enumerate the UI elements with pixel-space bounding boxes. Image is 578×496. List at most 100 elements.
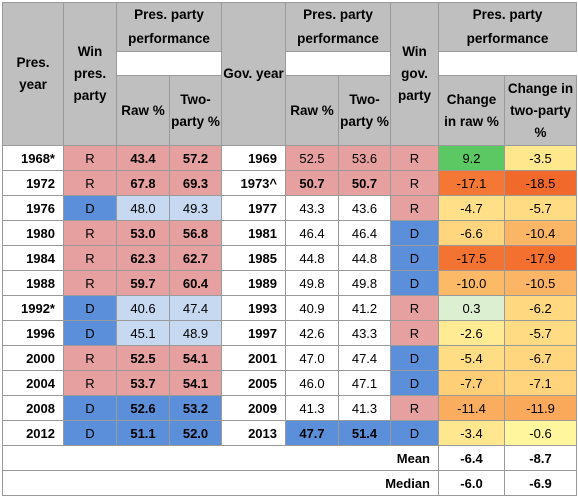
- pres-raw-cell: 40.6: [116, 295, 170, 321]
- gov-two-party-cell: 50.7: [338, 170, 391, 196]
- pres-raw-cell: 62.3: [116, 245, 170, 271]
- pres-year-cell: 1976: [2, 195, 64, 221]
- table-row: 2008 D 52.6 53.2 2009 41.3 41.3 R -11.4 -11.9: [2, 395, 577, 421]
- change-raw-cell: -5.4: [438, 345, 505, 371]
- change-raw-cell: -17.5: [438, 245, 505, 271]
- pres-two-party-cell: 52.0: [169, 420, 222, 446]
- gov-win-cell: R: [390, 320, 439, 346]
- pres-two-party-cell: 56.8: [169, 220, 222, 246]
- change-two-party-cell: -6.2: [504, 295, 577, 321]
- header-change-two-party: Change in two-party %: [504, 75, 577, 146]
- gov-win-cell: R: [390, 170, 439, 196]
- pres-two-party-cell: 62.7: [169, 245, 222, 271]
- change-two-party-cell: -6.7: [504, 345, 577, 371]
- gov-raw-cell: 50.7: [285, 170, 339, 196]
- gov-raw-cell: 47.0: [285, 345, 339, 371]
- pres-win-cell: D: [63, 195, 117, 221]
- pres-year-cell: 1988: [2, 270, 64, 296]
- pres-win-cell: R: [63, 145, 117, 171]
- pres-win-cell: R: [63, 220, 117, 246]
- gov-raw-cell: 47.7: [285, 420, 339, 446]
- gov-win-cell: R: [390, 195, 439, 221]
- gov-two-party-cell: 46.4: [338, 220, 391, 246]
- pres-raw-cell: 67.8: [116, 170, 170, 196]
- pres-year-cell: 1996: [2, 320, 64, 346]
- gov-win-cell: R: [390, 295, 439, 321]
- gov-year-cell: 1981: [221, 220, 286, 246]
- pres-two-party-cell: 54.1: [169, 345, 222, 371]
- summary-change-two-party: -8.7: [504, 445, 577, 471]
- pres-year-cell: 1984: [2, 245, 64, 271]
- gov-win-cell: R: [390, 395, 439, 421]
- gov-win-cell: D: [390, 270, 439, 296]
- pres-two-party-cell: 54.1: [169, 370, 222, 396]
- gov-year-cell: 1977: [221, 195, 286, 221]
- gov-two-party-cell: 41.3: [338, 395, 391, 421]
- header-pres-two-party: Two-party %: [169, 75, 222, 146]
- pres-win-cell: R: [63, 170, 117, 196]
- gov-two-party-cell: 43.6: [338, 195, 391, 221]
- pres-raw-cell: 48.0: [116, 195, 170, 221]
- gov-raw-cell: 41.3: [285, 395, 339, 421]
- pres-raw-cell: 53.0: [116, 220, 170, 246]
- change-two-party-cell: -7.1: [504, 370, 577, 396]
- summary-row: Mean -6.4 -8.7: [2, 445, 577, 471]
- header-pres-party-performance-change: Pres. party performance: [438, 2, 577, 52]
- table-row: 1996 D 45.1 48.9 1997 42.6 43.3 R -2.6 -5.7: [2, 320, 577, 346]
- pres-raw-cell: 43.4: [116, 145, 170, 171]
- gov-raw-cell: 52.5: [285, 145, 339, 171]
- change-two-party-cell: -0.6: [504, 420, 577, 446]
- gov-raw-cell: 43.3: [285, 195, 339, 221]
- summary-label: Median: [2, 470, 439, 496]
- gov-win-cell: D: [390, 345, 439, 371]
- pres-two-party-cell: 57.2: [169, 145, 222, 171]
- table-row: 2004 R 53.7 54.1 2005 46.0 47.1 D -7.7 -7.1: [2, 370, 577, 396]
- table-row: 2012 D 51.1 52.0 2013 47.7 51.4 D -3.4 -0.6: [2, 420, 577, 446]
- header-gov-two-party: Two-party %: [338, 75, 391, 146]
- table-row: 1968* R 43.4 57.2 1969 52.5 53.6 R 9.2 -3.5: [2, 145, 577, 171]
- pres-raw-cell: 53.7: [116, 370, 170, 396]
- gov-win-cell: D: [390, 245, 439, 271]
- pres-raw-cell: 45.1: [116, 320, 170, 346]
- pres-win-cell: R: [63, 370, 117, 396]
- header-gov-year: Gov. year: [221, 2, 286, 146]
- gov-year-cell: 1997: [221, 320, 286, 346]
- summary-change-raw: -6.4: [438, 445, 505, 471]
- gov-raw-cell: 46.0: [285, 370, 339, 396]
- table-row: 1980 R 53.0 56.8 1981 46.4 46.4 D -6.6 -10.4: [2, 220, 577, 246]
- gov-year-cell: 2013: [221, 420, 286, 446]
- header-pres-year: Pres. year: [2, 2, 64, 146]
- pres-two-party-cell: 48.9: [169, 320, 222, 346]
- pres-year-cell: 1972: [2, 170, 64, 196]
- gov-raw-cell: 44.8: [285, 245, 339, 271]
- table-row: 1984 R 62.3 62.7 1985 44.8 44.8 D -17.5 -17.9: [2, 245, 577, 271]
- pres-year-cell: 1992*: [2, 295, 64, 321]
- pres-win-cell: R: [63, 345, 117, 371]
- gov-two-party-cell: 43.3: [338, 320, 391, 346]
- pres-two-party-cell: 69.3: [169, 170, 222, 196]
- change-raw-cell: -10.0: [438, 270, 505, 296]
- pres-year-cell: 2004: [2, 370, 64, 396]
- gov-two-party-cell: 53.6: [338, 145, 391, 171]
- pres-win-cell: D: [63, 420, 117, 446]
- gov-two-party-cell: 44.8: [338, 245, 391, 271]
- change-raw-cell: -6.6: [438, 220, 505, 246]
- header-gov-raw: Raw %: [285, 75, 339, 146]
- change-two-party-cell: -5.7: [504, 195, 577, 221]
- gov-year-cell: 2005: [221, 370, 286, 396]
- change-raw-cell: -3.4: [438, 420, 505, 446]
- pres-two-party-cell: 49.3: [169, 195, 222, 221]
- header-win-pres-party: Win pres. party: [63, 2, 117, 146]
- pres-raw-cell: 51.1: [116, 420, 170, 446]
- gov-raw-cell: 42.6: [285, 320, 339, 346]
- pres-raw-cell: 52.5: [116, 345, 170, 371]
- gov-year-cell: 1973^: [221, 170, 286, 196]
- change-raw-cell: -2.6: [438, 320, 505, 346]
- gov-year-cell: 2009: [221, 395, 286, 421]
- pres-raw-cell: 52.6: [116, 395, 170, 421]
- change-two-party-cell: -18.5: [504, 170, 577, 196]
- table-row: 1992* D 40.6 47.4 1993 40.9 41.2 R 0.3 -6.2: [2, 295, 577, 321]
- gov-two-party-cell: 41.2: [338, 295, 391, 321]
- change-raw-cell: -11.4: [438, 395, 505, 421]
- gov-win-cell: D: [390, 370, 439, 396]
